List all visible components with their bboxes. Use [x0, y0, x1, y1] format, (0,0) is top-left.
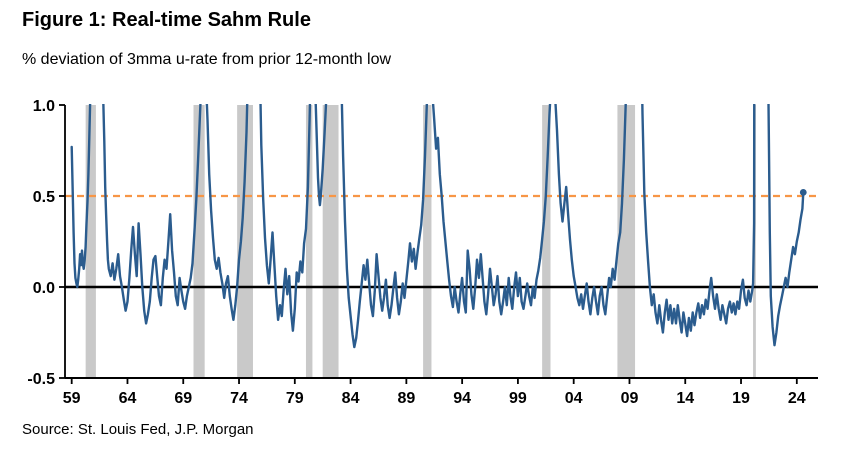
recession-band [193, 105, 205, 378]
x-tick-label: 79 [286, 390, 304, 407]
x-tick-label: 94 [453, 390, 471, 407]
series-end-marker [799, 188, 807, 196]
x-tick-label: 99 [509, 390, 527, 407]
x-tick-label: 19 [732, 390, 750, 407]
recession-band [305, 105, 313, 378]
source-note: Source: St. Louis Fed, J.P. Morgan [22, 421, 254, 438]
figure-title: Figure 1: Real-time Sahm Rule [22, 9, 311, 31]
recession-band [542, 105, 551, 378]
y-tick-label: 1.0 [33, 98, 55, 115]
recession-band [617, 105, 636, 378]
x-tick-label: 59 [63, 390, 81, 407]
x-tick-label: 69 [174, 390, 192, 407]
x-tick-label: 09 [621, 390, 639, 407]
x-tick-label: 14 [676, 390, 694, 407]
x-tick-label: 84 [342, 390, 360, 407]
y-tick-label: -0.5 [27, 371, 55, 388]
recession-band [322, 105, 339, 378]
x-tick-label: 24 [788, 390, 806, 407]
y-tick-label: 0.5 [33, 189, 55, 206]
x-tick-label: 04 [565, 390, 583, 407]
x-tick-label: 64 [119, 390, 137, 407]
y-tick-label: 0.0 [33, 280, 55, 297]
sahm-series-line [70, 104, 805, 349]
x-tick-label: 74 [230, 390, 248, 407]
recession-band [423, 105, 432, 378]
figure-subtitle: % deviation of 3mma u-rate from prior 12… [22, 51, 392, 68]
recession-band [85, 105, 96, 378]
recession-band [237, 105, 253, 378]
x-tick-label: 89 [397, 390, 415, 407]
